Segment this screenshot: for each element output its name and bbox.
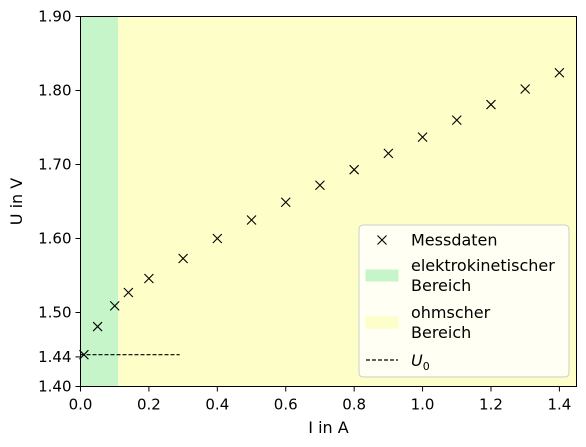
x-tick-label: 0.0 [69, 396, 93, 414]
legend-label-line: Bereich [411, 323, 471, 342]
y-axis-label: U in V [7, 178, 26, 225]
x-tick-label: 0.2 [137, 396, 161, 414]
legend-label-u0-main: U [411, 351, 423, 370]
legend-label-u0-sub: 0 [423, 360, 430, 373]
x-axis-ticks: 0.0 0.2 0.4 0.6 0.8 1.0 1.2 1.4 [69, 386, 571, 414]
legend-label-line: elektrokinetischer [411, 256, 555, 275]
data-point [109, 300, 120, 311]
legend-label-line: Bereich [411, 276, 471, 295]
data-point [520, 84, 531, 94]
legend-patch-2 [365, 316, 399, 329]
data-point [417, 132, 428, 143]
data-point [123, 287, 134, 298]
data-points-layer [79, 67, 565, 360]
data-point [178, 253, 189, 264]
y-tick-label: 1.50 [38, 304, 71, 322]
y-tick-label: 1.70 [38, 156, 71, 174]
legend-label-messdaten: Messdaten [411, 231, 498, 250]
data-point [451, 115, 462, 125]
data-point [246, 215, 257, 225]
region-0 [80, 16, 119, 387]
y-tick-label: 1.80 [38, 82, 71, 100]
x-tick-label: 0.4 [205, 396, 229, 414]
legend-patch-1 [365, 269, 399, 282]
y-tick-label: 1.90 [38, 8, 71, 26]
data-point [144, 273, 154, 284]
x-tick-label: 0.6 [274, 396, 298, 414]
data-point [280, 197, 291, 208]
x-tick-label: 1.2 [479, 396, 503, 414]
data-point [212, 233, 223, 244]
y-tick-label: 1.44 [38, 348, 71, 366]
data-point [349, 164, 360, 175]
x-tick-label: 1.4 [547, 396, 571, 414]
plot-frame [80, 16, 577, 387]
data-point [315, 180, 325, 191]
legend-label-u0: U0 [411, 351, 430, 373]
data-point [92, 321, 103, 332]
legend-label-line: ohmscher [411, 303, 491, 322]
y-tick-label: 1.40 [38, 378, 71, 396]
data-point [486, 99, 496, 110]
y-axis-ticks: 1.40 1.44 1.50 1.60 1.70 1.80 1.90 [38, 8, 81, 396]
data-point [554, 67, 565, 78]
legend: MessdatenelektrokinetischerBereichohmsch… [358, 224, 570, 378]
legend-box [358, 224, 570, 378]
x-tick-label: 0.8 [342, 396, 366, 414]
x-axis-label: I in A [308, 418, 348, 437]
data-point [383, 148, 394, 159]
x-tick-label: 1.0 [411, 396, 435, 414]
y-tick-label: 1.60 [38, 230, 71, 248]
legend-marker-messdaten [377, 235, 387, 245]
